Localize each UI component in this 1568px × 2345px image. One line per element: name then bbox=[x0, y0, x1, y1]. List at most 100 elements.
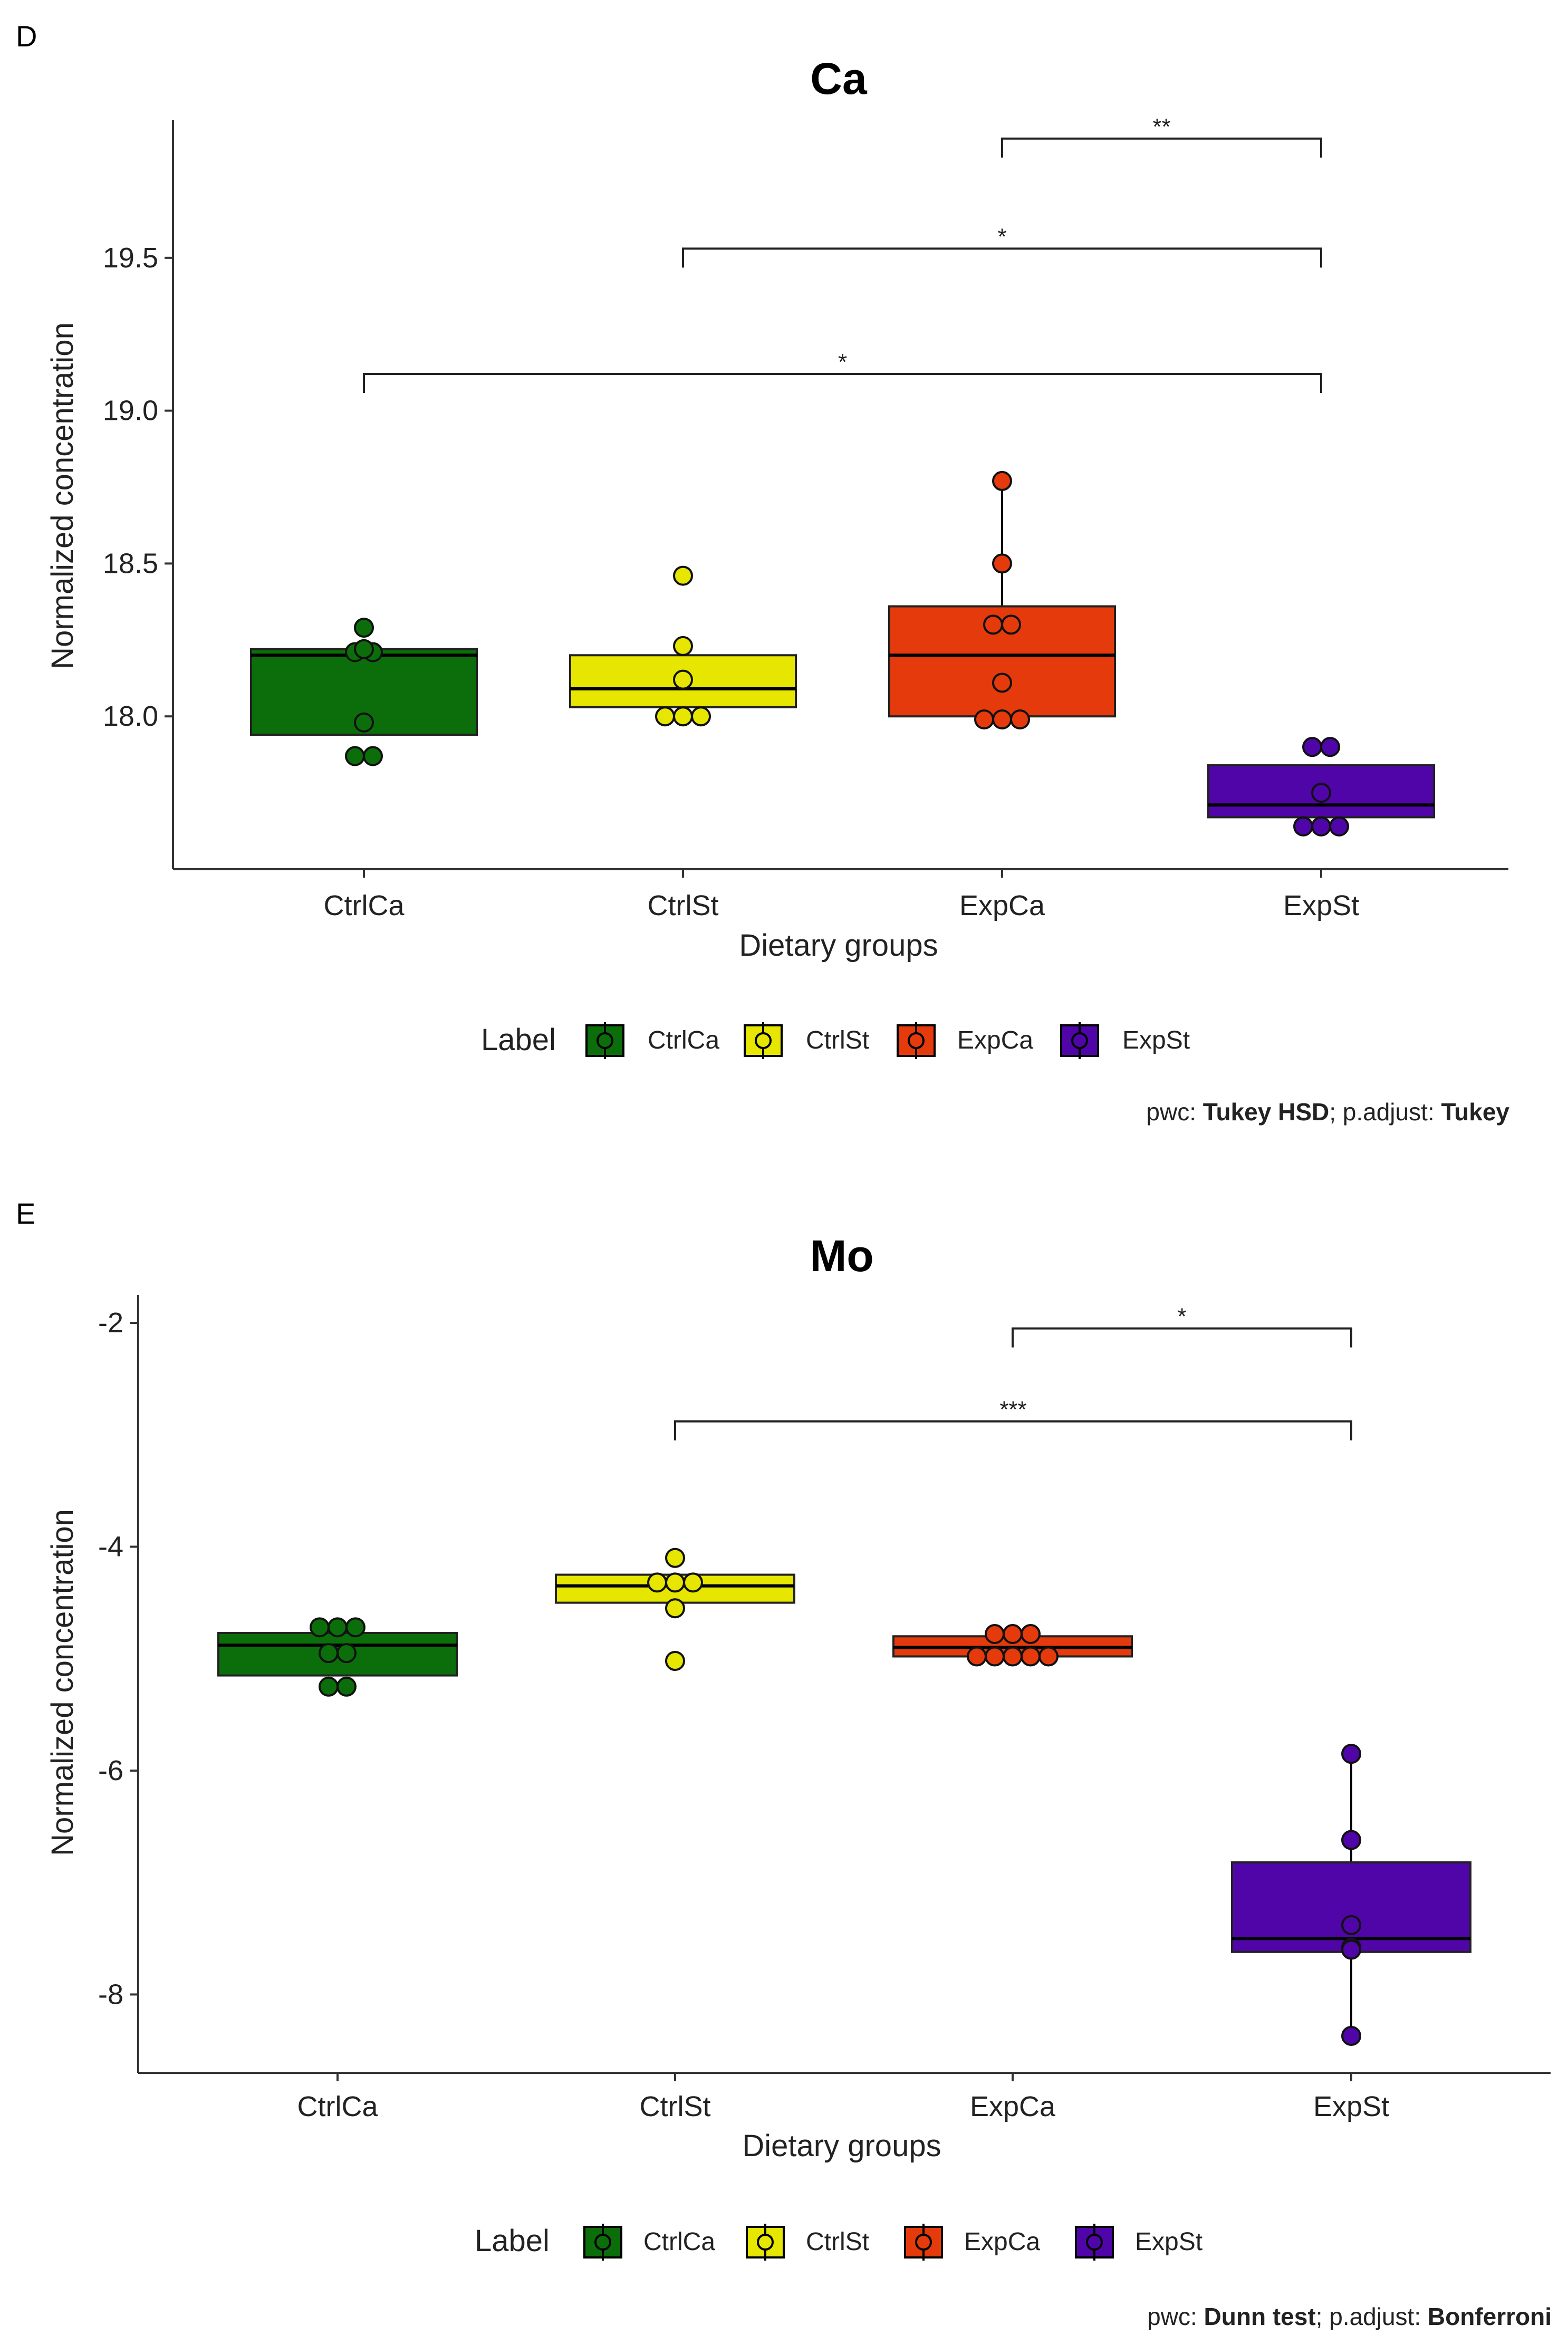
legend-item-expst: ExpSt bbox=[1075, 2224, 1203, 2261]
data-point-ctrlst bbox=[683, 1572, 703, 1593]
data-point-expst bbox=[1341, 2025, 1361, 2046]
y-tick-label: 19.5 bbox=[103, 242, 158, 274]
legend-key-point bbox=[757, 2234, 774, 2251]
legend-label-ctrlca: CtrlCa bbox=[648, 1026, 719, 1054]
data-point-expst bbox=[1320, 737, 1340, 757]
y-tick-label: 19.0 bbox=[103, 395, 158, 427]
legend-item-expca: ExpCa bbox=[897, 1022, 1033, 1059]
data-point-expca bbox=[992, 553, 1012, 574]
legend-key-point bbox=[1086, 2234, 1103, 2251]
x-tick-label: CtrlCa bbox=[297, 2091, 378, 2122]
y-tick-label: -6 bbox=[98, 1755, 123, 1786]
data-point-expca bbox=[1010, 709, 1030, 729]
significance-label: ** bbox=[1152, 114, 1170, 140]
data-point-expca bbox=[1001, 614, 1021, 635]
data-point-ctrlst bbox=[655, 706, 675, 727]
data-point-expca bbox=[992, 672, 1012, 693]
legend-label-expst: ExpSt bbox=[1122, 1026, 1190, 1054]
data-point-expst bbox=[1341, 1830, 1361, 1850]
x-tick-label: CtrlCa bbox=[323, 890, 405, 921]
data-point-ctrlca bbox=[354, 712, 374, 733]
data-point-expca bbox=[1003, 1624, 1023, 1645]
y-axis-title: Normalized concentration bbox=[45, 1509, 80, 1856]
data-point-expca bbox=[992, 470, 1012, 491]
legend-label-expst: ExpSt bbox=[1135, 2228, 1203, 2256]
data-point-ctrlca bbox=[345, 746, 365, 766]
caption: pwc: Tukey HSD; p.adjust: Tukey bbox=[1146, 1098, 1509, 1126]
legend-item-ctrlst: CtrlSt bbox=[746, 2224, 869, 2261]
caption-adjust-prefix: ; p.adjust: bbox=[1329, 1098, 1441, 1126]
data-point-expst bbox=[1341, 1915, 1361, 1935]
caption-method: Dunn test bbox=[1204, 2303, 1316, 2330]
data-point-ctrlst bbox=[691, 706, 711, 727]
legend-label-expca: ExpCa bbox=[964, 2228, 1040, 2256]
significance-label: * bbox=[997, 224, 1006, 249]
legend-item-ctrlca: CtrlCa bbox=[585, 1022, 719, 1059]
data-point-expst bbox=[1311, 783, 1331, 803]
data-point-expca bbox=[1021, 1646, 1041, 1667]
data-point-ctrlca bbox=[336, 1676, 357, 1697]
data-point-ctrlst bbox=[673, 706, 693, 727]
data-point-ctrlst bbox=[673, 669, 693, 690]
data-point-ctrlst bbox=[665, 1548, 685, 1568]
significance-bracket bbox=[1012, 1327, 1352, 1348]
caption-adjust-prefix: ; p.adjust: bbox=[1316, 2303, 1428, 2330]
significance-label: * bbox=[838, 349, 847, 375]
data-point-expca bbox=[1003, 1646, 1023, 1667]
data-point-ctrlca bbox=[363, 746, 383, 766]
data-point-expst bbox=[1341, 1744, 1361, 1764]
data-point-expst bbox=[1293, 816, 1313, 837]
legend-title: Label bbox=[475, 2224, 550, 2258]
legend-label-ctrlst: CtrlSt bbox=[806, 1026, 869, 1054]
x-axis-title: Dietary groups bbox=[739, 928, 938, 963]
data-point-expca bbox=[1021, 1624, 1041, 1645]
significance-bracket bbox=[674, 1420, 1352, 1440]
data-point-ctrlca bbox=[310, 1617, 330, 1638]
data-point-expca bbox=[974, 709, 994, 729]
panel-d: D Ca 18.0 18.5 19.0 19.5 CtrlCa CtrlSt ExpCa Ex… bbox=[16, 20, 1509, 1126]
significance-label: *** bbox=[999, 1397, 1026, 1423]
data-point-ctrlca bbox=[354, 618, 374, 638]
caption-method: Tukey HSD bbox=[1203, 1098, 1329, 1126]
legend: Label CtrlCa CtrlSt ExpCa bbox=[481, 1022, 1190, 1059]
caption-adjust: Tukey bbox=[1441, 1098, 1509, 1126]
data-point-expca bbox=[983, 614, 1003, 635]
legend-key-point bbox=[597, 1032, 613, 1049]
x-tick-label: ExpCa bbox=[959, 890, 1045, 921]
significance-label: * bbox=[1177, 1304, 1186, 1330]
data-point-ctrlca bbox=[319, 1643, 339, 1664]
legend-item-ctrlst: CtrlSt bbox=[744, 1022, 869, 1059]
x-tick-label: ExpSt bbox=[1313, 2091, 1389, 2122]
legend-label-ctrlst: CtrlSt bbox=[806, 2228, 869, 2256]
panel-letter: E bbox=[16, 1197, 35, 1230]
x-tick-label: ExpCa bbox=[970, 2091, 1056, 2122]
legend: Label CtrlCa CtrlSt ExpCa bbox=[475, 2224, 1203, 2261]
data-point-ctrlst bbox=[665, 1572, 685, 1593]
data-point-ctrlca bbox=[328, 1617, 348, 1638]
data-point-expst bbox=[1329, 816, 1349, 837]
y-tick-label: -2 bbox=[98, 1307, 123, 1339]
data-point-ctrlst bbox=[647, 1572, 667, 1593]
y-axis-title: Normalized concentration bbox=[45, 322, 80, 669]
legend-item-expca: ExpCa bbox=[904, 2224, 1040, 2261]
data-point-ctrlca bbox=[336, 1643, 357, 1664]
x-tick-label: ExpSt bbox=[1283, 890, 1359, 921]
data-point-ctrlst bbox=[665, 1650, 685, 1671]
legend-key-point bbox=[1071, 1032, 1088, 1049]
significance-bracket bbox=[1001, 137, 1322, 158]
data-point-ctrlst bbox=[665, 1598, 685, 1619]
y-tick-label: 18.5 bbox=[103, 547, 158, 579]
legend-item-ctrlca: CtrlCa bbox=[583, 2224, 715, 2261]
data-point-expca bbox=[1038, 1646, 1059, 1667]
data-point-ctrlca bbox=[354, 639, 374, 659]
caption-prefix: pwc: bbox=[1147, 2303, 1204, 2330]
legend-key-point bbox=[908, 1032, 925, 1049]
data-point-expst bbox=[1341, 1939, 1361, 1960]
data-point-ctrlst bbox=[673, 565, 693, 586]
significance-bracket bbox=[363, 373, 1322, 393]
legend-label-ctrlca: CtrlCa bbox=[643, 2228, 715, 2256]
caption-prefix: pwc: bbox=[1146, 1098, 1203, 1126]
